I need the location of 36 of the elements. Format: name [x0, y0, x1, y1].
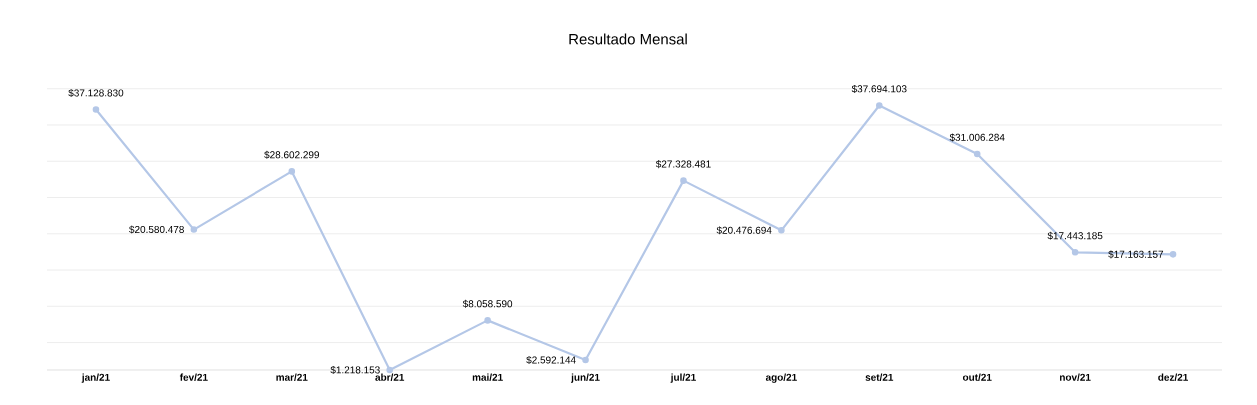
- data-label: $1.218.153: [330, 365, 380, 375]
- data-label: $37.694.103: [851, 84, 907, 93]
- point: [92, 106, 100, 113]
- data-label: $31.006.284: [949, 133, 1005, 142]
- chart-title: Resultado Mensal: [569, 33, 687, 45]
- point: [680, 177, 687, 184]
- point: [973, 150, 981, 158]
- x-tick-label: jan/21: [81, 373, 110, 383]
- x-tick-label: set/21: [865, 373, 894, 381]
- point: [778, 227, 785, 234]
- data-label: $37.128.830: [68, 89, 124, 98]
- x-tick-label: abr/21: [375, 373, 405, 381]
- x-tick-label: fev/21: [179, 373, 208, 381]
- x-tick-label: dez/21: [1158, 373, 1188, 381]
- data-label: $8.058.590: [462, 299, 513, 308]
- point: [1169, 251, 1177, 258]
- x-tick-label: jun/21: [571, 373, 600, 383]
- data-label: $20.580.478: [129, 225, 184, 234]
- point: [190, 226, 198, 233]
- point: [484, 317, 491, 324]
- data-label: $2.592.144: [526, 356, 576, 365]
- point: [582, 356, 589, 364]
- x-tick-label: mai/21: [472, 373, 503, 381]
- x-tick-label: mar/21: [276, 373, 308, 381]
- x-tick-label: jul/21: [670, 373, 696, 383]
- data-label: $20.476.694: [716, 226, 772, 235]
- data-label: $28.602.299: [264, 150, 320, 159]
- point: [288, 168, 296, 175]
- x-tick-label: out/21: [962, 373, 992, 381]
- x-tick-label: nov/21: [1060, 373, 1091, 381]
- x-tick-label: ago/21: [765, 373, 797, 383]
- point: [1071, 249, 1079, 256]
- data-label: $27.328.481: [655, 160, 711, 169]
- point: [876, 102, 883, 109]
- data-label: $17.443.185: [1047, 231, 1103, 240]
- data-label: $17.163.157: [1108, 250, 1164, 259]
